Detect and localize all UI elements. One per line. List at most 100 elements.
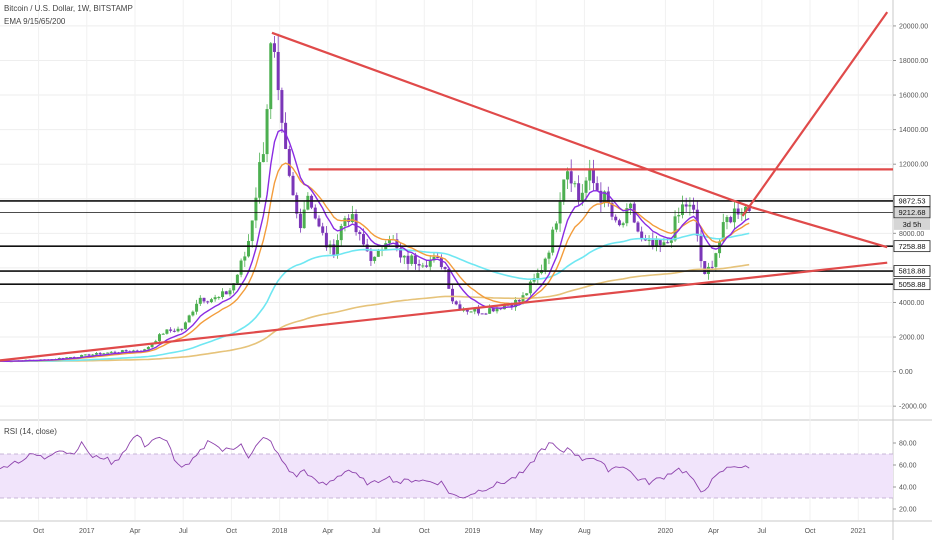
candle-up <box>473 308 477 312</box>
candle-up <box>525 293 529 296</box>
candle-up <box>580 192 584 201</box>
price-tick-label: 8000.00 <box>899 231 924 238</box>
candle-up <box>176 328 180 332</box>
candle-up <box>254 197 258 221</box>
candle-up <box>106 352 110 354</box>
candle-down <box>491 308 495 312</box>
candle-up <box>183 322 187 330</box>
candle-down <box>224 291 228 295</box>
candle-up <box>647 239 651 241</box>
candle-up <box>258 162 262 198</box>
candle-down <box>354 214 358 233</box>
candle-down <box>436 257 440 259</box>
candle-up <box>339 226 343 241</box>
candle-down <box>447 268 451 289</box>
candle-down <box>272 43 276 52</box>
candle-down <box>595 183 599 191</box>
candle-down <box>747 206 751 212</box>
candle-up <box>495 307 499 312</box>
price-level-tag-label: 7258.88 <box>898 242 925 251</box>
candle-up <box>302 209 306 229</box>
candle-up <box>573 183 577 185</box>
price-tick-label: 20000.00 <box>899 23 928 30</box>
candle-up <box>669 240 673 243</box>
candle-down <box>484 313 488 315</box>
candle-up <box>343 218 347 227</box>
candle-up <box>584 180 588 193</box>
rsi-band <box>0 454 893 498</box>
candle-up <box>625 208 629 224</box>
candle-down <box>458 304 462 310</box>
indicator-label: EMA 9/15/65/200 <box>4 17 66 26</box>
candle-down <box>365 244 369 252</box>
candle-up <box>410 255 414 264</box>
candle-down <box>358 232 362 235</box>
candle-up <box>228 290 232 295</box>
time-tick-label: Oct <box>419 528 430 535</box>
candle-down <box>439 257 443 268</box>
price-tick-label: 16000.00 <box>899 93 928 100</box>
candle-up <box>109 351 113 353</box>
candle-up <box>250 220 254 242</box>
candle-up <box>265 109 269 155</box>
price-level-tags: 9872.53 9212.68 7258.88 5818.88 5058.88 3d 5h <box>893 195 931 291</box>
price-level-tag <box>893 240 931 253</box>
ema-9-line <box>0 128 750 363</box>
candle-up <box>350 214 354 223</box>
time-axis[interactable]: Oct 2017 Apr Jul Oct 2018 Apr Jul Oct 2019 May Aug 2… <box>33 528 866 535</box>
candle-down <box>399 248 403 258</box>
candle-down <box>640 231 644 239</box>
candle-down <box>651 239 655 247</box>
candle-up <box>421 265 425 267</box>
time-tick-label: May <box>530 528 544 535</box>
candle-down <box>332 244 336 256</box>
candle-up <box>376 250 380 257</box>
candle-down <box>169 329 173 331</box>
candle-down <box>172 330 176 332</box>
time-tick-label: Oct <box>33 528 44 535</box>
price-tick-label: 14000.00 <box>899 127 928 134</box>
candle-up <box>673 216 677 241</box>
candle-down <box>699 235 703 262</box>
rsi-panel[interactable] <box>0 434 893 499</box>
countdown-label: 3d 5h <box>903 220 922 229</box>
candle-up <box>68 357 72 359</box>
candle-up <box>740 213 744 215</box>
candle-down <box>87 354 91 356</box>
candle-down <box>321 226 325 233</box>
candle-up <box>536 273 540 279</box>
candle-down <box>451 288 455 302</box>
ema-200-line <box>0 263 750 362</box>
candle-up <box>588 169 592 181</box>
time-tick-label: Jul <box>372 528 381 535</box>
candle-up <box>714 253 718 267</box>
candle-up <box>677 215 681 217</box>
candle-up <box>402 255 406 258</box>
price-level-tag-label: 5058.88 <box>898 280 925 289</box>
candle-up <box>655 239 659 247</box>
candle-up <box>725 217 729 223</box>
candle-up <box>235 274 239 284</box>
candle-down <box>617 220 621 226</box>
candle-up <box>269 43 273 110</box>
candle-down <box>287 148 291 176</box>
price-tick-label: 18000.00 <box>899 58 928 65</box>
candle-up <box>94 353 98 355</box>
candle-up <box>306 195 310 210</box>
candle-down <box>599 190 603 203</box>
candle-down <box>417 264 421 266</box>
candle-up <box>565 171 569 180</box>
trendline <box>741 11 889 217</box>
candle-down <box>643 238 647 241</box>
candle-down <box>454 301 458 305</box>
rsi-axis[interactable]: 20.00 40.00 60.00 80.00 <box>893 441 917 514</box>
candle-up <box>191 311 195 316</box>
price-tick-label: -2000.00 <box>899 404 927 411</box>
candle-down <box>606 191 610 203</box>
candle-down <box>124 350 128 352</box>
time-tick-label: Apr <box>708 528 720 535</box>
price-panel[interactable] <box>0 11 893 363</box>
candle-up <box>65 357 69 359</box>
candle-up <box>143 349 147 352</box>
